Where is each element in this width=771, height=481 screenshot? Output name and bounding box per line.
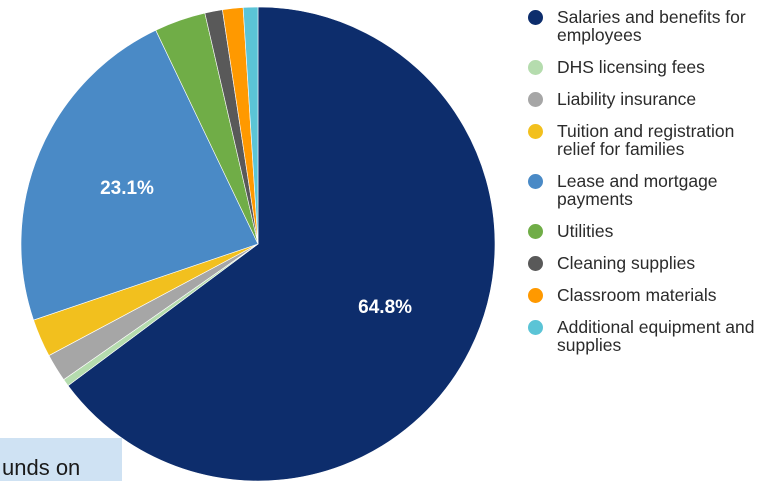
legend-swatch <box>528 174 543 189</box>
legend-label: Liability insurance <box>557 89 697 109</box>
legend-label: Salaries and benefits for employees <box>557 7 746 45</box>
legend-swatch <box>528 320 543 335</box>
pie-slice <box>20 29 259 321</box>
pie-slices <box>20 6 496 481</box>
legend-swatch <box>528 124 543 139</box>
legend-label: Tuition and registration relief for fami… <box>557 121 735 159</box>
legend-swatch <box>528 92 543 107</box>
slice-labels: 64.8% 23.1% <box>100 178 412 318</box>
legend-item: DHS licensing fees <box>528 58 768 76</box>
legend-item: Liability insurance <box>528 90 768 108</box>
legend-item: Tuition and registration relief for fami… <box>528 122 768 158</box>
pie-slice <box>242 6 259 245</box>
legend-item: Cleaning supplies <box>528 254 768 272</box>
legend-label: Cleaning supplies <box>557 253 696 273</box>
legend-item: Classroom materials <box>528 286 768 304</box>
legend-swatch <box>528 224 543 239</box>
legend: Salaries and benefits for employees DHS l… <box>528 8 768 368</box>
legend-swatch <box>528 60 543 75</box>
slice-value-label: 64.8% <box>358 297 412 318</box>
legend-label: Lease and mortgage payments <box>557 171 718 209</box>
legend-swatch <box>528 288 543 303</box>
pie-slice <box>67 6 496 481</box>
legend-label: Classroom materials <box>557 285 717 305</box>
slice-value-label: 23.1% <box>100 178 154 199</box>
legend-label: Additional equipment and supplies <box>557 317 755 355</box>
overlay-text: unds on <box>2 455 81 480</box>
legend-swatch <box>528 256 543 271</box>
overlay-text-box: unds on <box>0 438 122 481</box>
legend-item: Utilities <box>528 222 768 240</box>
legend-item: Salaries and benefits for employees <box>528 8 768 44</box>
legend-item: Lease and mortgage payments <box>528 172 768 208</box>
legend-label: Utilities <box>557 221 614 241</box>
legend-label: DHS licensing fees <box>557 57 705 77</box>
legend-item: Additional equipment and supplies <box>528 318 768 354</box>
legend-swatch <box>528 10 543 25</box>
